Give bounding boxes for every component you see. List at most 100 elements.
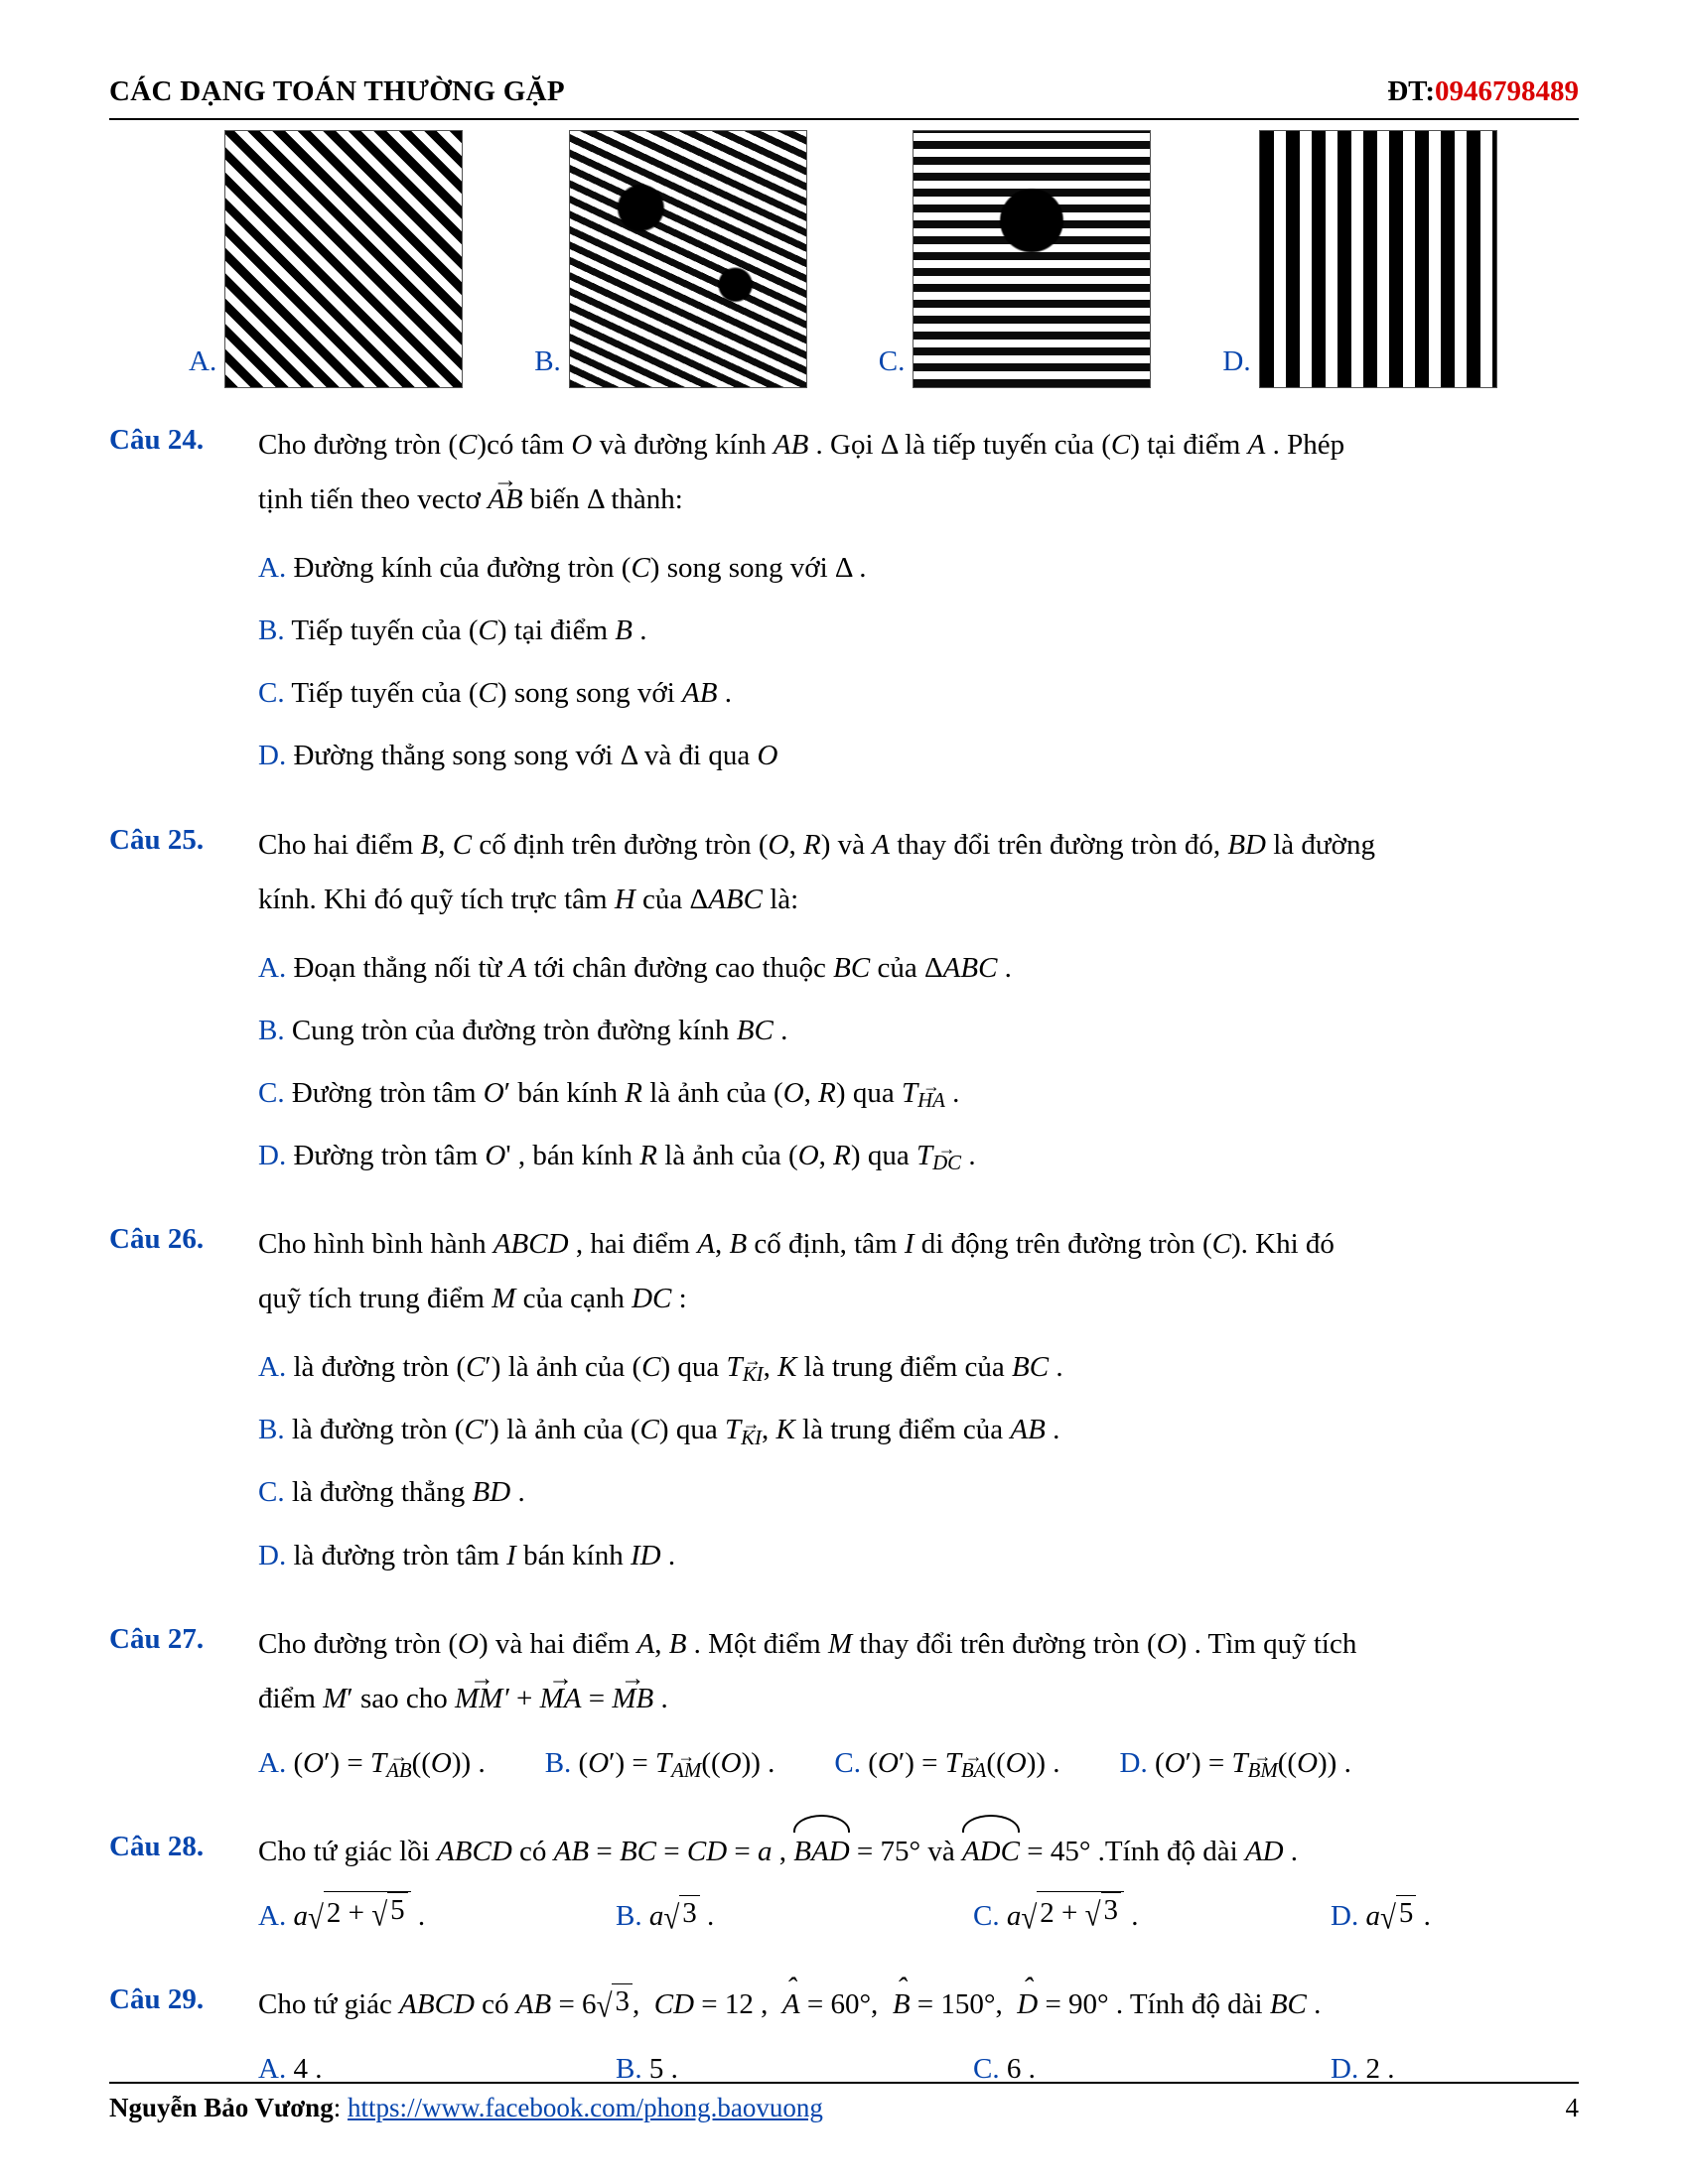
option-b: B. là đường tròn (C) là ảnh của C qua TK… xyxy=(258,1403,1579,1457)
option-c: C. Tiếp tuyến của C song song với AB . xyxy=(258,666,1579,721)
page: CÁC DẠNG TOÁN THƯỜNG GẶP ĐT:0946798489 A… xyxy=(0,0,1688,2184)
option-c: C. a√2 + √3 . xyxy=(973,1889,1271,1944)
option-a: A. là đường tròn (C) là ảnh của C qua TK… xyxy=(258,1340,1579,1395)
header-phone-prefix: ĐT: xyxy=(1387,75,1435,107)
text: là ảnh của xyxy=(642,1077,774,1109)
text: tới chân đường cao thuộc xyxy=(526,952,833,984)
option-a: A. (O) = TAB((O)) . xyxy=(258,1736,486,1791)
text: . Phép xyxy=(1265,429,1344,461)
question-label: Câu 25. xyxy=(109,818,258,863)
opt-letter: D. xyxy=(1120,1747,1155,1779)
text: . Khi đó xyxy=(1241,1228,1335,1260)
text: , xyxy=(773,1836,794,1867)
question-28: Câu 28. Cho tứ giác lồi ABCD có AB = BC … xyxy=(109,1825,1579,1952)
option-b: B. Cung tròn của đường tròn đường kính B… xyxy=(258,1004,1579,1058)
text: cố định trên đường tròn xyxy=(472,829,759,861)
opt-letter: B. xyxy=(545,1747,579,1779)
text: tại điểm xyxy=(1140,429,1248,461)
opt-letter: C. xyxy=(973,1900,1007,1932)
option-d: D. Đường tròn tâm O' , bán kính R là ảnh… xyxy=(258,1129,1579,1183)
text: : xyxy=(671,1283,686,1314)
text: Cho hình bình hành xyxy=(258,1228,493,1260)
page-header: CÁC DẠNG TOÁN THƯỜNG GẶP ĐT:0946798489 xyxy=(109,69,1579,120)
text: là đường tròn tâm xyxy=(293,1540,506,1571)
option-b: B. (O) = TAM((O)) . xyxy=(545,1736,775,1791)
text: Cho đường tròn xyxy=(258,1628,448,1660)
text: có xyxy=(475,1988,516,2020)
question-26: Câu 26. Cho hình bình hành ABCD , hai đi… xyxy=(109,1217,1579,1591)
opt-letter: C. xyxy=(258,1077,292,1109)
footer-author: Nguyễn Bảo Vương: https://www.facebook.c… xyxy=(109,2088,823,2129)
opt-letter: B. xyxy=(258,1015,292,1046)
text: 5 . xyxy=(649,2053,678,2085)
text: có xyxy=(512,1836,554,1867)
option-label-a: A. xyxy=(189,340,216,388)
header-title: CÁC DẠNG TOÁN THƯỜNG GẶP xyxy=(109,69,565,114)
text: là ảnh của xyxy=(499,1414,631,1445)
opt-letter: B. xyxy=(616,2053,649,2085)
question-27: Câu 27. Cho đường tròn O và hai điểm A, … xyxy=(109,1617,1579,1799)
opt-letter: D. xyxy=(1331,1900,1365,1932)
text: Đường thẳng song song với Δ và đi qua xyxy=(293,740,757,771)
option-c: C. (O) = TBA((O)) . xyxy=(834,1736,1059,1791)
author-name: Nguyễn Bảo Vương xyxy=(109,2093,334,2122)
text: có tâm xyxy=(487,429,571,461)
opt-letter: D. xyxy=(258,740,293,771)
text: di động trên đường tròn xyxy=(914,1228,1202,1260)
text: là ảnh của xyxy=(500,1351,632,1383)
question-label: Câu 28. xyxy=(109,1825,258,1869)
text: .Tính độ dài xyxy=(1090,1836,1244,1867)
text: điểm xyxy=(258,1683,323,1714)
text: là đường tròn xyxy=(292,1414,455,1445)
question-body: Cho hình bình hành ABCD , hai điểm A, B … xyxy=(258,1217,1579,1591)
text: qua xyxy=(670,1351,726,1383)
text: là đường thẳng xyxy=(292,1476,473,1508)
option-label-c: C. xyxy=(879,340,906,388)
text: và đường kính xyxy=(592,429,773,461)
option-a: A. Đường kính của đường tròn C song song… xyxy=(258,541,1579,596)
text: . Gọi Δ là tiếp tuyến của xyxy=(808,429,1101,461)
text: Đường tròn tâm xyxy=(292,1077,484,1109)
option-a: A. Đoạn thẳng nối từ A tới chân đường ca… xyxy=(258,941,1579,996)
text: và xyxy=(920,1836,962,1867)
text: quỹ tích trung điểm xyxy=(258,1283,492,1314)
text: song song với Δ . xyxy=(659,552,866,584)
text: qua xyxy=(846,1077,902,1109)
text: . xyxy=(633,614,647,646)
text: là ảnh của xyxy=(657,1140,788,1171)
text: . Một điểm xyxy=(686,1628,828,1660)
text: , bán kính xyxy=(511,1140,640,1171)
text: 2 . xyxy=(1365,2053,1394,2085)
option-label-d: D. xyxy=(1222,340,1250,388)
footer-link[interactable]: https://www.facebook.com/phong.baovuong xyxy=(348,2093,823,2122)
text: cố định, tâm xyxy=(747,1228,905,1260)
opt-letter: A. xyxy=(258,952,293,984)
text: và hai điểm xyxy=(489,1628,637,1660)
question-25: Câu 25. Cho hai điểm B, C cố định trên đ… xyxy=(109,818,1579,1192)
option-b: B. Tiếp tuyến của C tại điểm B . xyxy=(258,604,1579,658)
opt-letter: D. xyxy=(1331,2053,1365,2085)
question-label: Câu 24. xyxy=(109,418,258,463)
image-option-d: D. xyxy=(1222,130,1496,388)
placeholder-image-b xyxy=(569,130,807,388)
text: . Tính độ dài xyxy=(1109,1988,1270,2020)
image-option-b: B. xyxy=(534,130,807,388)
text: 6 . xyxy=(1007,2053,1036,2085)
option-d: D. a√5 . xyxy=(1331,1889,1431,1944)
text: là đường tròn xyxy=(293,1351,456,1383)
text: . xyxy=(717,677,732,709)
text: Tiếp tuyến của xyxy=(291,614,469,646)
text: bán kính xyxy=(516,1540,631,1571)
image-options-row: A. B. C. D. xyxy=(109,130,1579,388)
page-footer: Nguyễn Bảo Vương: https://www.facebook.c… xyxy=(109,2082,1579,2129)
question-24: Câu 24. Cho đường tròn Ccó tâm O và đườn… xyxy=(109,418,1579,792)
text: của cạnh xyxy=(515,1283,632,1314)
text: qua xyxy=(669,1414,725,1445)
option-c: C. Đường tròn tâm O bán kính R là ảnh củ… xyxy=(258,1066,1579,1121)
text: Đoạn thẳng nối từ xyxy=(293,952,508,984)
placeholder-image-c xyxy=(913,130,1151,388)
option-a: A. a√2 + √5 . xyxy=(258,1889,556,1944)
text: của xyxy=(635,884,690,915)
opt-letter: D. xyxy=(258,1540,293,1571)
opt-letter: B. xyxy=(258,1414,292,1445)
